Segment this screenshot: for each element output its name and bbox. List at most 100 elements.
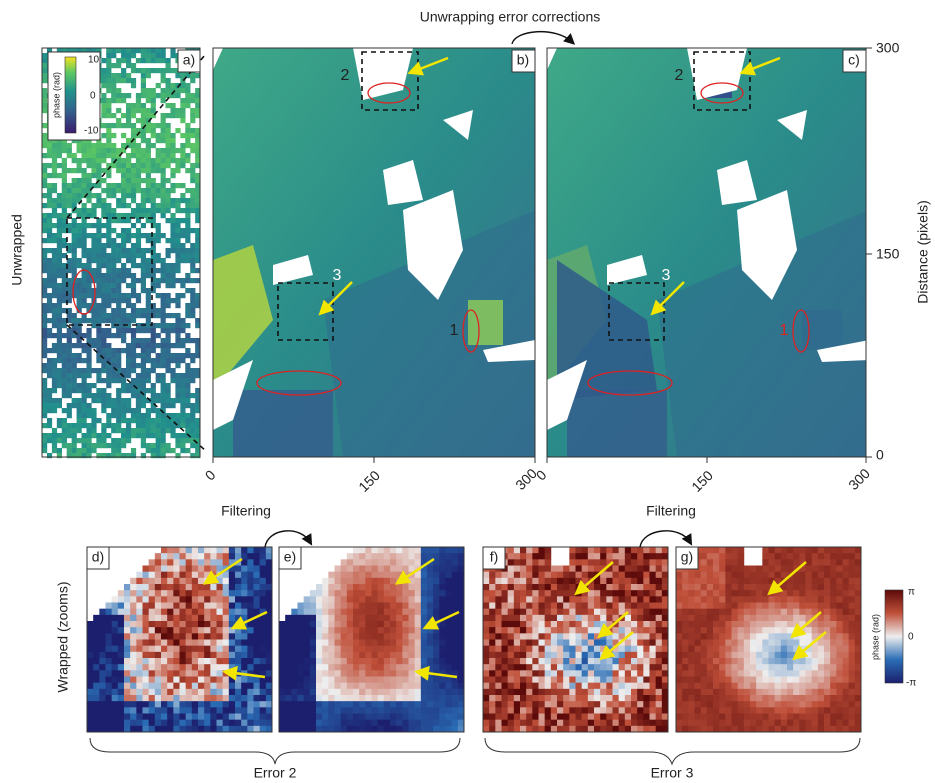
map-pixel	[125, 408, 132, 414]
wrapped-pixel	[581, 627, 589, 634]
wrapped-pixel	[520, 688, 527, 696]
map-pixel	[46, 403, 53, 409]
map-pixel	[91, 308, 97, 314]
map-pixel	[150, 253, 156, 259]
map-pixel	[121, 148, 127, 154]
map-pixel	[170, 433, 176, 439]
wrapped-pixel	[87, 701, 94, 708]
wrapped-pixel	[216, 701, 224, 708]
wrapped-pixel	[117, 725, 125, 733]
wrapped-pixel	[445, 676, 453, 684]
wrapped-pixel	[643, 658, 650, 665]
map-pixel	[76, 168, 82, 174]
wrapped-pixel	[210, 639, 217, 647]
wrapped-pixel	[130, 688, 137, 696]
wrapped-pixel	[420, 713, 428, 721]
map-pixel	[190, 353, 196, 359]
wrapped-pixel	[451, 664, 459, 671]
map-pixel	[106, 298, 112, 304]
map-pixel	[101, 303, 107, 309]
map-pixel	[51, 358, 58, 364]
wrapped-pixel	[427, 590, 434, 597]
map-pixel	[190, 338, 196, 344]
map-pixel	[61, 173, 67, 179]
wrapped-pixel	[520, 553, 527, 560]
wrapped-pixel	[538, 571, 546, 579]
wrapped-pixel	[587, 701, 595, 708]
map-pixel	[145, 138, 151, 144]
wrapped-pixel	[222, 725, 230, 733]
wrapped-pixel	[117, 614, 125, 622]
wrapped-pixel	[483, 602, 490, 610]
wrapped-pixel	[204, 614, 211, 622]
map-pixel	[106, 108, 112, 114]
wrapped-pixel	[328, 571, 335, 579]
map-pixel	[91, 418, 97, 424]
map-pixel	[76, 318, 82, 324]
map-pixel	[155, 148, 161, 154]
wrapped-pixel	[253, 590, 261, 597]
map-pixel	[101, 58, 107, 64]
map-pixel	[165, 203, 171, 209]
map-pixel	[130, 148, 137, 154]
map-pixel	[66, 298, 72, 304]
wrapped-pixel	[489, 584, 496, 591]
map-pixel	[56, 448, 63, 454]
wrapped-pixel	[142, 627, 150, 634]
wrapped-pixel	[328, 725, 335, 733]
map-pixel	[190, 428, 196, 434]
map-pixel	[66, 293, 72, 299]
data-gap	[737, 190, 797, 300]
wrapped-pixel	[507, 651, 515, 659]
wrapped-pixel	[340, 565, 348, 573]
wrapped-pixel	[346, 565, 354, 573]
map-pixel	[130, 453, 137, 459]
wrapped-pixel	[371, 621, 379, 628]
wrapped-pixel	[105, 645, 113, 653]
map-pixel	[61, 443, 67, 449]
wrapped-pixel	[117, 676, 125, 684]
wrapped-pixel	[340, 627, 348, 634]
map-pixel	[61, 358, 67, 364]
wrapped-pixel	[173, 608, 180, 616]
wrapped-pixel	[624, 614, 632, 622]
wrapped-pixel	[575, 571, 583, 579]
wrapped-pixel	[124, 701, 131, 708]
wrapped-pixel	[655, 707, 663, 714]
wrapped-pixel	[396, 695, 403, 702]
wrapped-pixel	[167, 547, 174, 554]
wrapped-pixel	[756, 633, 763, 640]
wrapped-pixel	[142, 658, 150, 665]
wrapped-pixel	[594, 547, 601, 554]
map-pixel	[101, 288, 107, 294]
wrapped-pixel	[624, 571, 632, 579]
wrapped-pixel	[93, 627, 100, 634]
map-pixel	[91, 293, 97, 299]
wrapped-pixel	[606, 547, 613, 554]
wrapped-pixel	[842, 571, 850, 579]
wrapped-pixel	[649, 670, 657, 677]
wrapped-pixel	[247, 590, 254, 597]
data-gap	[213, 48, 223, 70]
wrapped-pixel	[612, 688, 620, 696]
wrapped-pixel	[228, 682, 236, 690]
wrapped-pixel	[142, 645, 150, 653]
map-pixel	[190, 423, 196, 429]
wrapped-pixel	[291, 695, 298, 702]
wrapped-pixel	[210, 547, 217, 554]
wrapped-pixel	[501, 590, 509, 597]
wrapped-pixel	[161, 645, 168, 653]
map-pixel	[111, 323, 117, 329]
map-pixel	[195, 348, 201, 354]
map-pixel	[125, 368, 132, 374]
map-pixel	[130, 68, 137, 74]
wrapped-pixel	[649, 707, 657, 714]
wrapped-pixel	[507, 584, 515, 591]
wrapped-pixel	[247, 553, 254, 560]
wrapped-pixel	[204, 725, 211, 733]
wrapped-pixel	[241, 577, 248, 585]
wrapped-pixel	[762, 565, 769, 573]
wrapped-pixel	[569, 608, 576, 616]
wrapped-pixel	[655, 590, 663, 597]
map-pixel	[150, 93, 156, 99]
